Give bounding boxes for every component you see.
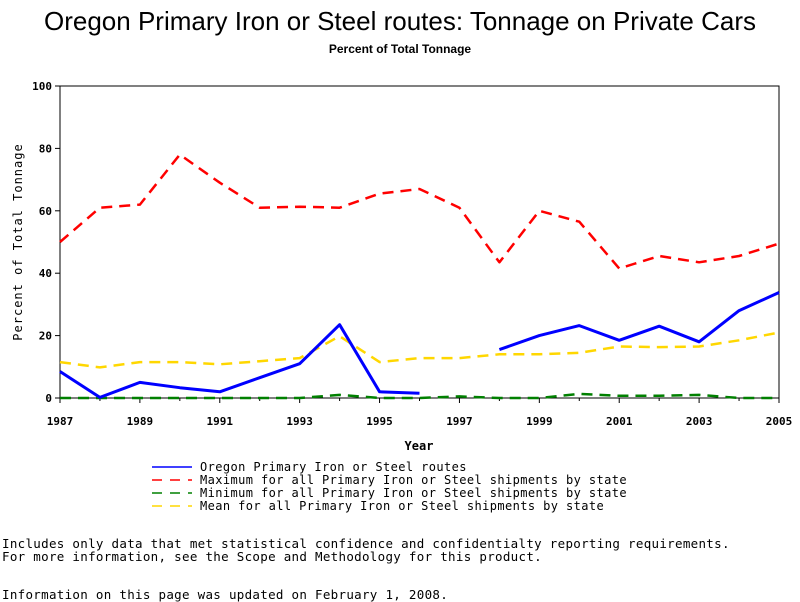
y-tick-label: 60 (39, 205, 52, 218)
chart-title: Oregon Primary Iron or Steel routes: Ton… (44, 6, 756, 36)
y-tick-label: 40 (39, 267, 52, 280)
x-tick-label: 1993 (286, 415, 313, 428)
legend: Oregon Primary Iron or Steel routesMaxim… (152, 460, 627, 513)
legend-label: Oregon Primary Iron or Steel routes (200, 460, 467, 474)
y-axis: 0 20 40 60 80 100 (32, 80, 60, 405)
confidence-note: Includes only data that met statistical … (2, 536, 730, 551)
plot-frame (59, 85, 780, 399)
x-tick-label: 1991 (207, 415, 234, 428)
x-axis-label: Year (405, 439, 434, 453)
series-lines (59, 153, 780, 400)
series-line (59, 153, 780, 270)
y-tick-label: 0 (45, 392, 52, 405)
chart-canvas: 0 20 40 60 80 100 1987 1989 1991 1993 1995 1997 199… (11, 80, 793, 513)
x-tick-label: 2005 (766, 415, 793, 428)
x-tick-label: 1989 (127, 415, 154, 428)
x-tick-label: 1995 (366, 415, 393, 428)
update-note: Information on this page was updated on … (2, 587, 449, 602)
y-axis-label: Percent of Total Tonnage (11, 143, 25, 340)
y-tick-label: 20 (39, 330, 52, 343)
y-tick-label: 80 (39, 142, 52, 155)
methodology-note: For more information, see the Scope and … (2, 549, 542, 564)
legend-label: Minimum for all Primary Iron or Steel sh… (200, 486, 627, 500)
series-line (498, 291, 780, 352)
x-tick-label: 1999 (526, 415, 553, 428)
chart-subtitle: Percent of Total Tonnage (328, 42, 472, 56)
x-axis: 1987 1989 1991 1993 1995 1997 1999 2001 2003 2005 (47, 398, 793, 428)
x-tick-label: 2003 (686, 415, 713, 428)
y-tick-label: 100 (32, 80, 52, 93)
x-tick-label: 1987 (47, 415, 74, 428)
x-tick-label: 2001 (606, 415, 633, 428)
series-line (59, 331, 780, 369)
series-line (60, 392, 779, 400)
series-line (59, 323, 420, 399)
legend-label: Mean for all Primary Iron or Steel shipm… (200, 499, 604, 513)
legend-label: Maximum for all Primary Iron or Steel sh… (200, 473, 627, 487)
x-tick-label: 1997 (446, 415, 473, 428)
